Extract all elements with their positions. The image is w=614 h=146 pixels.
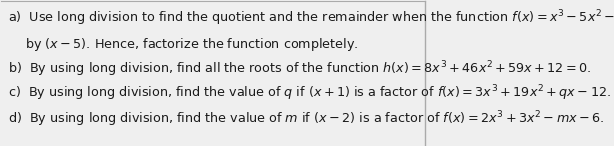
Text: by $(x-5)$. Hence, factorize the function completely.: by $(x-5)$. Hence, factorize the functio… [25,36,358,53]
Text: d)  By using long division, find the value of $m$ if $(x-2)$ is a factor of $f(x: d) By using long division, find the valu… [8,109,604,129]
Text: b)  By using long division, find all the roots of the function $h(x) = 8x^3 + 46: b) By using long division, find all the … [8,59,591,79]
Text: a)  Use long division to find the quotient and the remainder when the function $: a) Use long division to find the quotien… [8,9,614,28]
Text: c)  By using long division, find the value of $q$ if $(x+1)$ is a factor of $f(x: c) By using long division, find the valu… [8,83,611,103]
